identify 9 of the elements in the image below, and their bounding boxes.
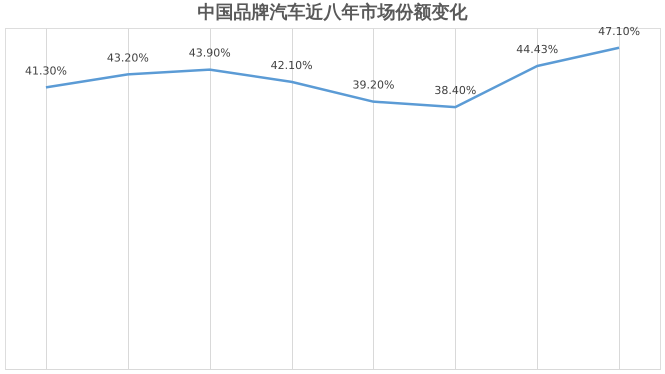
data-label: 41.30% — [24, 64, 67, 78]
data-label: 39.20% — [352, 78, 394, 92]
data-label: 42.10% — [270, 58, 313, 72]
chart-title: 中国品牌汽车近八年市场份额变化 — [198, 2, 468, 23]
data-label: 38.40% — [434, 84, 476, 98]
data-label: 43.20% — [106, 51, 149, 64]
data-label: 47.10% — [598, 24, 640, 38]
data-label: 43.90% — [188, 46, 231, 60]
data-label: 44.43% — [516, 42, 558, 56]
